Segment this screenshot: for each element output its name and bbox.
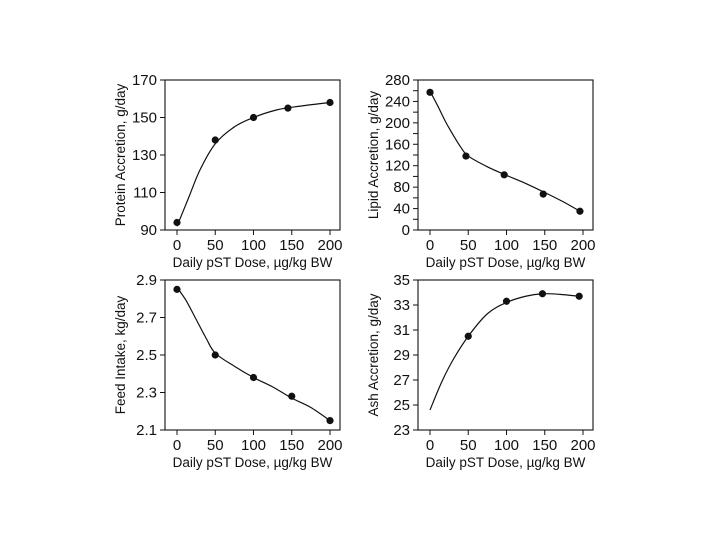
y-tick-label: 2.9 — [136, 272, 157, 289]
x-tick-label: 0 — [426, 437, 434, 454]
x-tick-label: 200 — [317, 237, 342, 254]
data-point — [502, 297, 511, 305]
y-tick-label: 33 — [393, 297, 410, 314]
y-tick-label: 200 — [385, 115, 410, 132]
y-tick-label: 40 — [393, 201, 410, 218]
x-tick-label: 50 — [460, 237, 477, 254]
fitted-curve — [429, 293, 580, 411]
data-point — [464, 332, 472, 340]
x-tick-label: 150 — [532, 437, 557, 454]
y-tick-label: 31 — [393, 322, 410, 339]
x-tick-label: 0 — [173, 237, 181, 254]
y-tick-label: 2.7 — [136, 310, 157, 327]
data-point — [539, 190, 547, 198]
x-axis-label: Daily pST Dose, µg/kg BW — [173, 455, 333, 470]
x-tick-label: 200 — [317, 437, 342, 454]
y-axis-label: Ash Accretion, g/day — [366, 293, 381, 416]
y-axis-label: Feed Intake, kg/day — [113, 295, 128, 414]
x-tick-label: 100 — [241, 237, 266, 254]
data-point — [211, 351, 219, 359]
fitted-curve — [429, 90, 581, 212]
data-point — [173, 285, 181, 293]
plot-frame — [417, 79, 594, 231]
data-point — [500, 171, 508, 179]
y-tick-label: 0 — [402, 222, 410, 239]
y-tick-label: 130 — [132, 147, 157, 164]
x-tick-label: 50 — [207, 237, 224, 254]
x-tick-label: 0 — [426, 237, 434, 254]
plot-frame — [164, 79, 341, 231]
data-point — [288, 392, 296, 400]
data-point — [326, 417, 334, 425]
fitted-curve — [176, 101, 331, 227]
fitted-curve — [176, 287, 331, 422]
data-point — [326, 98, 334, 107]
x-tick-label: 150 — [279, 437, 304, 454]
x-tick-label: 100 — [241, 437, 266, 454]
data-point — [575, 292, 583, 300]
y-tick-label: 29 — [393, 347, 410, 364]
data-point — [576, 207, 584, 215]
x-tick-label: 200 — [570, 437, 595, 454]
y-axis-label: Protein Accretion, g/day — [113, 83, 128, 226]
x-tick-label: 50 — [207, 437, 224, 454]
y-tick-label: 240 — [385, 93, 410, 110]
y-tick-label: 23 — [393, 422, 410, 439]
data-point — [249, 373, 258, 382]
data-point — [284, 104, 292, 112]
x-axis-label: Daily pST Dose, µg/kg BW — [426, 455, 586, 470]
y-tick-label: 2.3 — [136, 385, 157, 402]
y-tick-label: 35 — [393, 272, 410, 289]
y-tick-label: 80 — [393, 179, 410, 196]
y-tick-label: 27 — [393, 372, 410, 389]
y-tick-label: 280 — [385, 72, 410, 89]
x-tick-label: 50 — [460, 437, 477, 454]
x-axis-label: Daily pST Dose, µg/kg BW — [173, 255, 333, 270]
x-tick-label: 150 — [532, 237, 557, 254]
x-tick-label: 200 — [570, 237, 595, 254]
data-point — [538, 290, 547, 298]
data-point — [249, 113, 258, 122]
data-point — [462, 152, 470, 160]
y-tick-label: 170 — [132, 72, 157, 89]
x-tick-label: 100 — [494, 237, 519, 254]
y-tick-label: 160 — [385, 136, 410, 153]
x-tick-label: 0 — [173, 437, 181, 454]
data-point — [211, 136, 219, 144]
plot-frame — [164, 279, 341, 431]
data-point — [173, 218, 181, 227]
y-tick-label: 110 — [133, 185, 157, 202]
y-axis-label: Lipid Accretion, g/day — [366, 91, 381, 220]
x-tick-label: 100 — [494, 437, 519, 454]
x-tick-label: 150 — [279, 237, 304, 254]
y-tick-label: 120 — [385, 158, 410, 175]
y-tick-label: 2.5 — [136, 347, 157, 364]
y-tick-label: 2.1 — [136, 422, 157, 439]
x-axis-label: Daily pST Dose, µg/kg BW — [426, 255, 586, 270]
data-point — [426, 88, 434, 96]
y-tick-label: 25 — [393, 397, 410, 414]
y-tick-label: 90 — [140, 222, 157, 239]
y-tick-label: 150 — [132, 110, 157, 127]
